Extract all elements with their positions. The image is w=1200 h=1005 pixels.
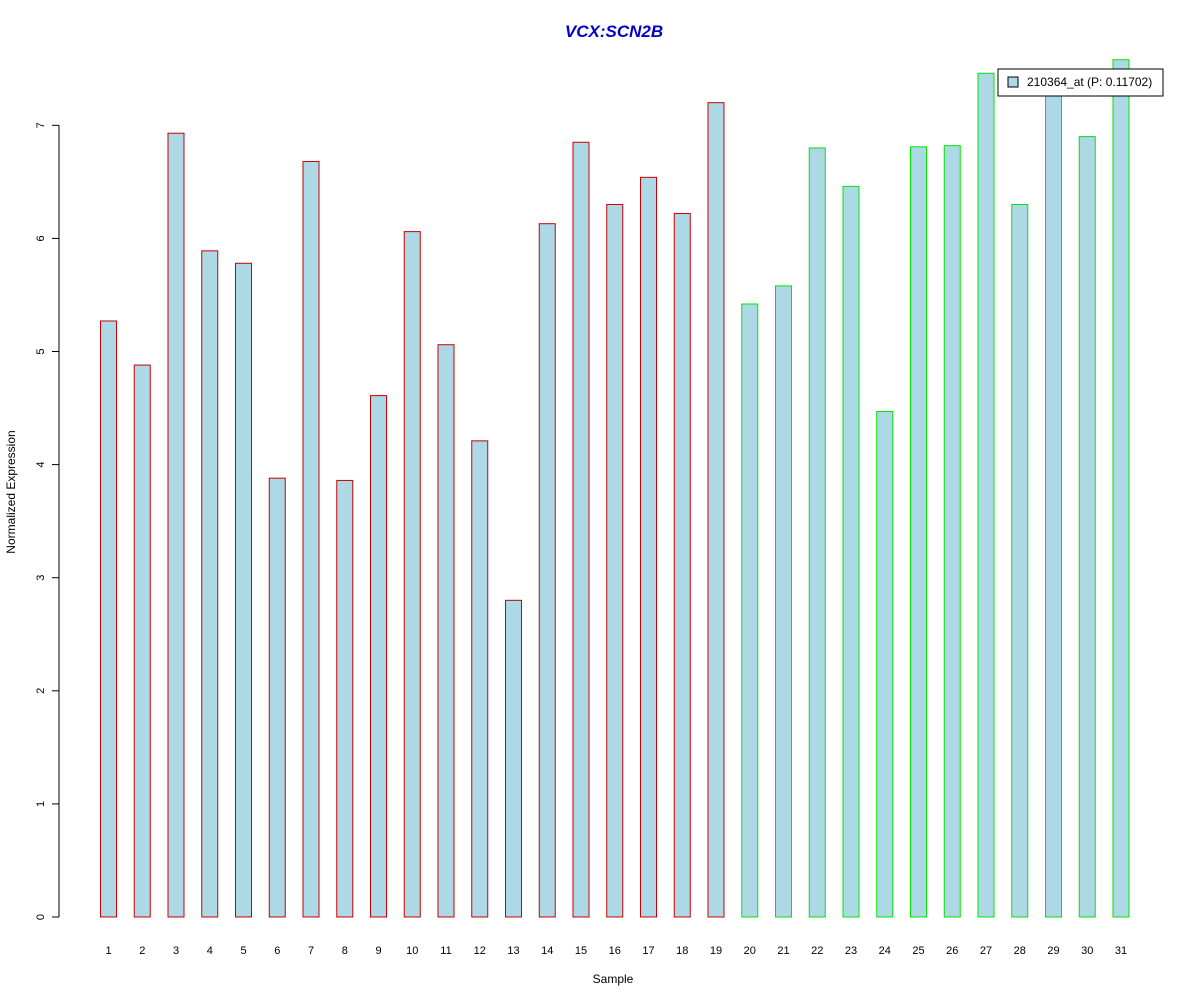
y-tick-label: 2 — [35, 688, 47, 694]
x-tick-label: 24 — [879, 945, 891, 957]
legend: 210364_at (P: 0.11702) — [997, 68, 1164, 97]
bar-31 — [1112, 59, 1130, 918]
bar-20 — [741, 303, 759, 918]
x-tick-label: 1 — [105, 945, 111, 957]
bar-21 — [775, 285, 792, 918]
y-tick-label: 0 — [35, 914, 47, 920]
chart-title: VCX:SCN2B — [565, 22, 663, 41]
y-tick-label: 3 — [35, 575, 47, 581]
x-tick-label: 2 — [139, 945, 145, 957]
y-axis-label: Normalized Expression — [4, 430, 18, 553]
x-tick-label: 29 — [1047, 945, 1059, 957]
bar-18 — [673, 213, 691, 918]
bar-30 — [1078, 136, 1096, 918]
x-tick-label: 15 — [575, 945, 587, 957]
y-axis: 0 1 2 3 4 5 6 7 — [35, 122, 60, 920]
x-tick-label: 28 — [1014, 945, 1026, 957]
x-tick-label: 4 — [207, 945, 213, 957]
x-tick-label: 7 — [308, 945, 314, 957]
x-tick-label: 25 — [912, 945, 924, 957]
bar-6 — [268, 477, 286, 918]
bar-16 — [606, 203, 624, 918]
x-tick-label: 10 — [406, 945, 418, 957]
x-tick-label: 26 — [946, 945, 958, 957]
x-tick-label: 20 — [744, 945, 756, 957]
bar-15 — [572, 141, 590, 918]
x-tick-label: 5 — [240, 945, 246, 957]
bar-3 — [167, 132, 185, 918]
bar-24 — [876, 410, 894, 918]
x-tick-label: 21 — [777, 945, 789, 957]
bars — [100, 59, 1130, 918]
y-tick-label: 6 — [35, 235, 47, 241]
bar-25 — [910, 146, 927, 918]
x-tick-label: 9 — [375, 945, 381, 957]
x-tick-label: 27 — [980, 945, 992, 957]
y-tick-label: 5 — [35, 348, 47, 354]
x-tick-label: 16 — [609, 945, 621, 957]
bar-2 — [133, 364, 151, 918]
bar-26 — [943, 145, 961, 918]
bar-10 — [403, 231, 421, 918]
bar-29 — [1045, 90, 1062, 918]
bar-8 — [336, 479, 354, 918]
x-tick-label: 23 — [845, 945, 857, 957]
x-tick-label: 30 — [1081, 945, 1093, 957]
x-tick-label: 22 — [811, 945, 823, 957]
bar-5 — [235, 262, 252, 918]
bar-27 — [977, 72, 995, 918]
x-tick-label: 6 — [274, 945, 280, 957]
bar-7 — [302, 160, 320, 918]
y-tick-label: 4 — [35, 462, 47, 468]
legend-box — [997, 68, 1164, 97]
bar-23 — [842, 185, 860, 918]
x-tick-label: 18 — [676, 945, 688, 957]
bar-13 — [505, 599, 522, 918]
bar-28 — [1011, 203, 1029, 918]
bar-9 — [370, 395, 387, 918]
x-tick-label: 19 — [710, 945, 722, 957]
bar-1 — [100, 320, 117, 918]
x-axis-label: Sample — [593, 972, 634, 986]
x-tick-label: 11 — [440, 945, 451, 957]
bar-4 — [201, 250, 219, 918]
x-tick-label: 13 — [507, 945, 519, 957]
x-tick-label: 3 — [173, 945, 179, 957]
x-tick-label: 17 — [642, 945, 654, 957]
x-tick-label: 12 — [474, 945, 486, 957]
legend-label: 210364_at (P: 0.11702) — [1027, 75, 1152, 89]
bar-12 — [471, 440, 489, 918]
x-tick-label: 14 — [541, 945, 553, 957]
bar-11 — [437, 344, 455, 918]
x-tick-label: 8 — [342, 945, 348, 957]
x-tick-labels: 1 2 3 4 5 6 7 8 9 10 11 12 13 14 15 16 17 18 19 20 21 22 23 24 2… — [105, 945, 1127, 957]
x-tick-label: 31 — [1115, 945, 1127, 957]
bar-17 — [640, 176, 657, 918]
bar-19 — [707, 102, 725, 918]
legend-swatch — [1007, 76, 1019, 88]
bar-22 — [808, 147, 826, 918]
y-tick-label: 7 — [35, 122, 47, 128]
y-tick-label: 1 — [35, 801, 47, 807]
bar-14 — [538, 223, 556, 918]
